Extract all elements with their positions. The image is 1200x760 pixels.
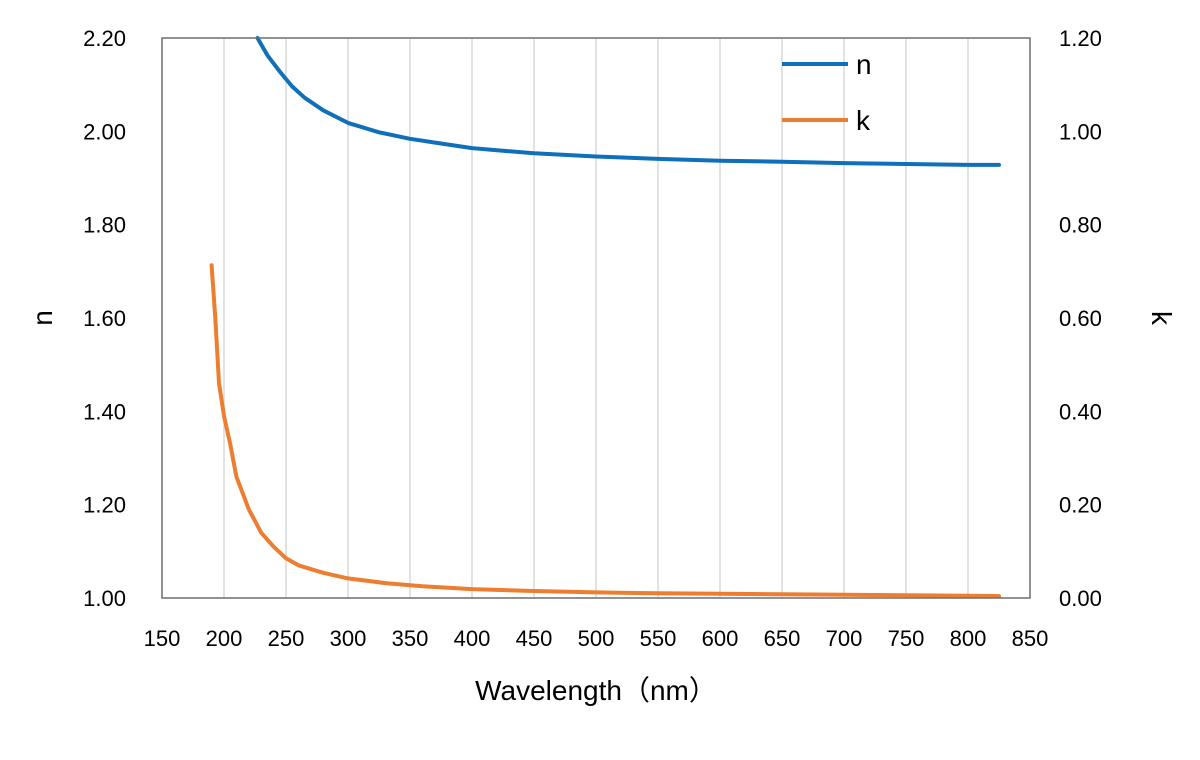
series-line-n	[255, 36, 1001, 167]
x-tick-label: 750	[888, 626, 925, 651]
x-tick-label: 850	[1012, 626, 1049, 651]
legend: n k	[782, 49, 872, 136]
y2-tick-label: 0.00	[1059, 586, 1102, 611]
grid-layer	[223, 38, 969, 598]
y2-tick-label: 0.40	[1059, 399, 1102, 424]
y2-tick-label: 0.80	[1059, 213, 1102, 238]
y-tick-label: 1.20	[83, 493, 126, 518]
y2-tick-label: 1.00	[1059, 119, 1102, 144]
x-tick-label: 250	[268, 626, 305, 651]
y-tick-label: 2.20	[83, 26, 126, 51]
y2-tick-label: 0.60	[1059, 306, 1102, 331]
x-tick-label: 550	[640, 626, 677, 651]
y-tick-label: 1.00	[83, 586, 126, 611]
legend-label-k: k	[856, 105, 871, 136]
y2-axis-title: k	[1146, 311, 1177, 326]
x-tick-label: 200	[206, 626, 243, 651]
y2-tick-label: 0.20	[1059, 493, 1102, 518]
x-tick-label: 450	[516, 626, 553, 651]
y2-axis-ticks: 0.00 0.20 0.40 0.60 0.80 1.00 1.20	[1059, 26, 1102, 611]
x-tick-label: 150	[144, 626, 181, 651]
x-axis-title: Wavelength（nm）	[475, 675, 717, 706]
y-tick-label: 2.00	[83, 119, 126, 144]
y-axis-title: n	[27, 310, 58, 326]
x-tick-label: 400	[454, 626, 491, 651]
legend-label-n: n	[856, 49, 872, 80]
y-tick-label: 1.80	[83, 213, 126, 238]
x-tick-label: 800	[950, 626, 987, 651]
y-tick-label: 1.60	[83, 306, 126, 331]
x-tick-label: 650	[764, 626, 801, 651]
series-layer	[209, 36, 1001, 599]
x-axis-ticks: 150 200 250 300 350 400 450 500 550 600 650 700 750 8…	[144, 626, 1049, 651]
y-tick-label: 1.40	[83, 399, 126, 424]
x-tick-label: 600	[702, 626, 739, 651]
plot-area-frame	[161, 37, 1031, 599]
x-tick-label: 350	[392, 626, 429, 651]
x-tick-label: 700	[826, 626, 863, 651]
series-line-k	[209, 263, 1001, 599]
x-tick-label: 300	[330, 626, 367, 651]
y-axis-ticks: 1.00 1.20 1.40 1.60 1.80 2.00 2.20	[83, 26, 126, 611]
x-tick-label: 500	[578, 626, 615, 651]
y2-tick-label: 1.20	[1059, 26, 1102, 51]
